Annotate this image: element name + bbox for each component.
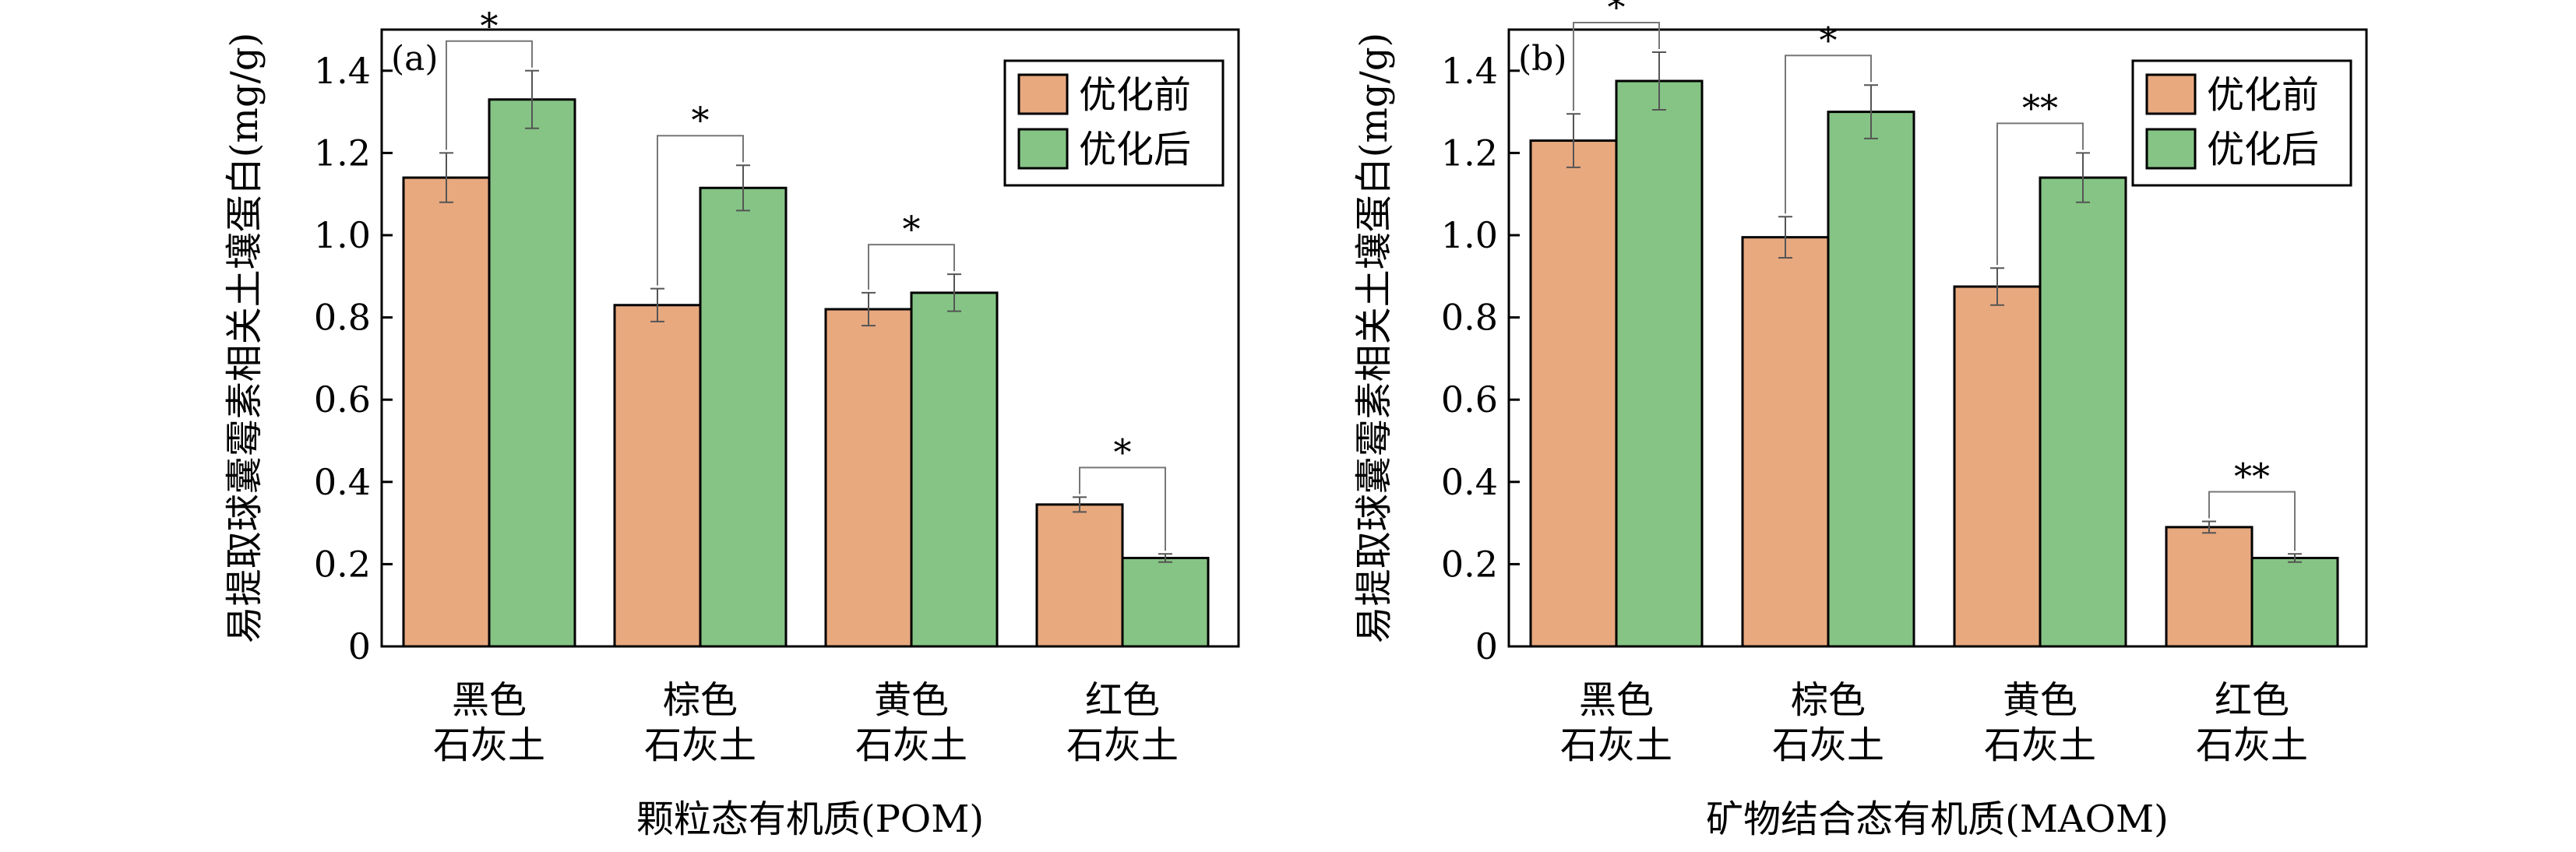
legend-swatch [1017, 128, 1069, 170]
category-label: 石灰土 [2196, 723, 2308, 767]
category-label: 红色 [1085, 678, 1160, 722]
y-tick-label: 0.6 [1441, 378, 1498, 421]
bar-after [1615, 79, 1704, 648]
y-tick-label: 0.2 [1441, 543, 1498, 585]
category-label: 黑色 [452, 678, 527, 722]
x-axis-title: 矿物结合态有机质(MAOM) [1706, 797, 2169, 841]
legend-label: 优化后 [2207, 128, 2319, 171]
significance-bracket [1996, 122, 2084, 266]
significance-bracket [868, 244, 955, 290]
significance-bracket [1785, 55, 1872, 214]
y-tick-label: 1.0 [1441, 214, 1498, 256]
plot-frame [1507, 28, 2368, 648]
significance-label: * [481, 5, 499, 47]
significance-label: ** [2022, 86, 2058, 129]
category-label: 石灰土 [433, 723, 545, 767]
significance-label: * [903, 208, 921, 250]
y-axis-title: 易提取球囊霉素相关土壤蛋白(mg/g) [1352, 33, 1396, 644]
significance-label: ** [2234, 455, 2270, 497]
panel-b: 0 0.2 0.4 0.6 0.8 1.0 1.2 1.4 易提取球囊霉素相关土壤蛋白(mg/g… [1352, 0, 2368, 841]
y-tick-label: 1.4 [1441, 50, 1498, 92]
significance-bracket [1079, 466, 1166, 551]
bar-before [1741, 236, 1830, 648]
significance-bracket [657, 135, 744, 286]
panel-a: 0 0.2 0.4 0.6 0.8 1.0 1.2 1.4 易提取球囊霉素相关土壤蛋白(mg/g… [223, 5, 1240, 841]
category-label: 石灰土 [855, 723, 967, 767]
bar-after [1121, 556, 1210, 648]
y-tick-label: 1.2 [1441, 132, 1498, 174]
significance-bracket [446, 40, 533, 150]
bar-before [2165, 526, 2254, 648]
bar-before [1953, 285, 2042, 648]
plot-frame [380, 28, 1240, 648]
y-tick-label: 1.2 [314, 132, 371, 174]
bar-before [613, 304, 702, 648]
legend-swatch [2145, 128, 2197, 170]
category-label: 棕色 [1791, 678, 1866, 722]
y-tick-label: 0.4 [1441, 461, 1498, 503]
legend-label: 优化后 [1079, 128, 1191, 171]
y-tick-label: 1.4 [314, 50, 371, 92]
bar-after [699, 186, 788, 648]
legend-label: 优化前 [2207, 73, 2319, 117]
y-axis-title: 易提取球囊霉素相关土壤蛋白(mg/g) [223, 33, 266, 644]
category-label: 红色 [2215, 678, 2289, 722]
significance-label: * [1608, 0, 1626, 28]
bar-after [2250, 556, 2339, 648]
category-label: 石灰土 [1772, 723, 1884, 767]
significance-bracket [2208, 491, 2296, 551]
bar-after [910, 291, 999, 648]
panel-label: (a) [391, 39, 439, 79]
bar-after [2039, 176, 2127, 648]
y-tick-label: 1.0 [314, 214, 371, 256]
category-label: 黄色 [874, 678, 949, 722]
panel-label: (b) [1518, 39, 1567, 79]
bar-before [402, 176, 491, 648]
y-tick-label: 0.4 [314, 461, 371, 503]
significance-label: * [1820, 19, 1838, 61]
y-tick-label: 0.8 [314, 297, 371, 339]
x-axis-title: 颗粒态有机质(POM) [636, 797, 984, 841]
category-label: 石灰土 [644, 723, 756, 767]
y-tick-label: 0 [348, 625, 371, 667]
y-tick-label: 0.6 [314, 378, 371, 421]
significance-label: * [692, 99, 710, 141]
bar-before [1529, 139, 1618, 648]
significance-label: * [1114, 431, 1132, 473]
y-tick-label: 0 [1475, 625, 1498, 667]
bar-before [824, 308, 913, 648]
bar-before [1035, 503, 1124, 648]
legend-swatch [2145, 73, 2197, 115]
category-label: 石灰土 [1984, 723, 2096, 767]
significance-bracket [1573, 22, 1660, 111]
legend-swatch [1017, 73, 1069, 115]
y-tick-label: 0.2 [314, 543, 371, 585]
category-label: 棕色 [663, 678, 738, 722]
category-label: 石灰土 [1560, 723, 1672, 767]
category-label: 黑色 [1579, 678, 1654, 722]
category-label: 黄色 [2003, 678, 2077, 722]
bar-after [1827, 111, 1915, 648]
category-label: 石灰土 [1066, 723, 1179, 767]
y-tick-label: 0.8 [1441, 297, 1498, 339]
bar-after [488, 98, 576, 648]
legend-label: 优化前 [1079, 73, 1191, 117]
